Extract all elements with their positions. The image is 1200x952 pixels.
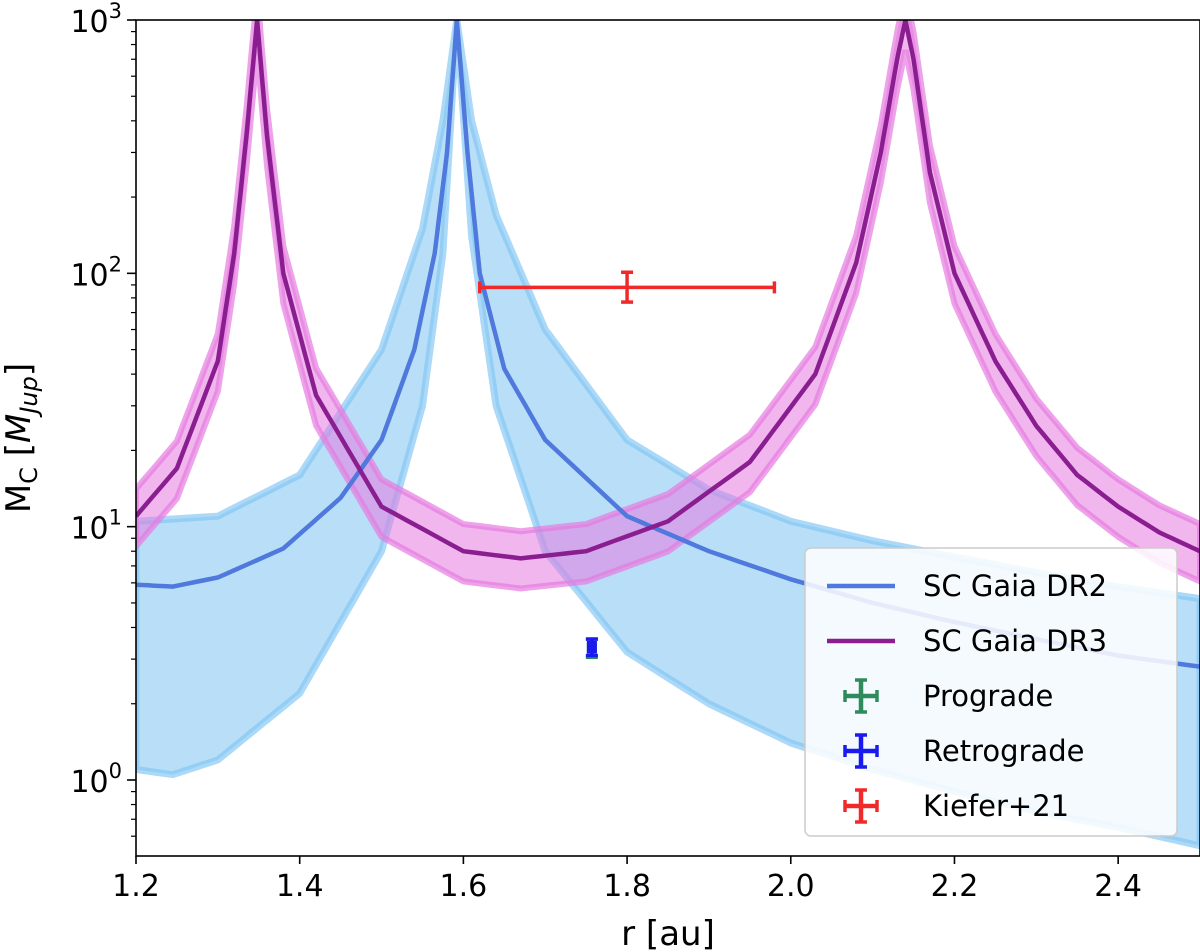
errorbar-kiefer-21 bbox=[478, 270, 777, 304]
dr3-uncertainty-band bbox=[136, 20, 1200, 592]
x-tick-label: 2.0 bbox=[767, 869, 815, 904]
x-tick-label: 2.2 bbox=[931, 869, 979, 904]
legend-entry-prograde: Prograde bbox=[843, 678, 1053, 714]
x-tick-label: 1.2 bbox=[112, 869, 160, 904]
y-axis-ticks: 100 101 102 103 bbox=[70, 0, 136, 837]
y-tick-label: 100 bbox=[70, 759, 122, 800]
legend-entry-retrograde: Retrograde bbox=[843, 733, 1084, 769]
legend-entry-sc-gaia-dr3: SC Gaia DR3 bbox=[827, 624, 1107, 658]
legend-frame bbox=[804, 547, 1178, 837]
dr3-center-line bbox=[136, 20, 1200, 561]
x-tick-label: 1.4 bbox=[276, 869, 324, 904]
y-tick-label: 101 bbox=[70, 506, 122, 547]
y-tick-label: 103 bbox=[70, 0, 122, 40]
legend-label: Retrograde bbox=[923, 734, 1084, 768]
x-tick-label: 1.8 bbox=[603, 869, 651, 904]
y-axis-label: MC [MJup] bbox=[0, 363, 43, 513]
errorbar-retrograde bbox=[585, 637, 598, 658]
legend-entry-kiefer-21: Kiefer+21 bbox=[843, 788, 1069, 824]
legend-label: Kiefer+21 bbox=[923, 789, 1069, 823]
plot-frame bbox=[135, 19, 1200, 857]
x-axis-label: r [au] bbox=[621, 914, 715, 952]
x-axis-ticks: 1.2 1.4 1.6 1.8 2.0 2.2 2.4 bbox=[112, 856, 1142, 904]
legend-label: SC Gaia DR2 bbox=[923, 569, 1107, 603]
legend-label: Prograde bbox=[923, 679, 1053, 713]
legend-label: SC Gaia DR3 bbox=[923, 624, 1107, 658]
x-tick-label: 2.4 bbox=[1094, 869, 1142, 904]
errorbar-layer bbox=[478, 270, 777, 660]
x-tick-label: 1.6 bbox=[440, 869, 488, 904]
y-tick-label: 102 bbox=[70, 252, 122, 293]
legend-entry-sc-gaia-dr2: SC Gaia DR2 bbox=[827, 569, 1107, 603]
legend: SC Gaia DR2 SC Gaia DR3 Prograde Retrograde… bbox=[804, 547, 1178, 837]
